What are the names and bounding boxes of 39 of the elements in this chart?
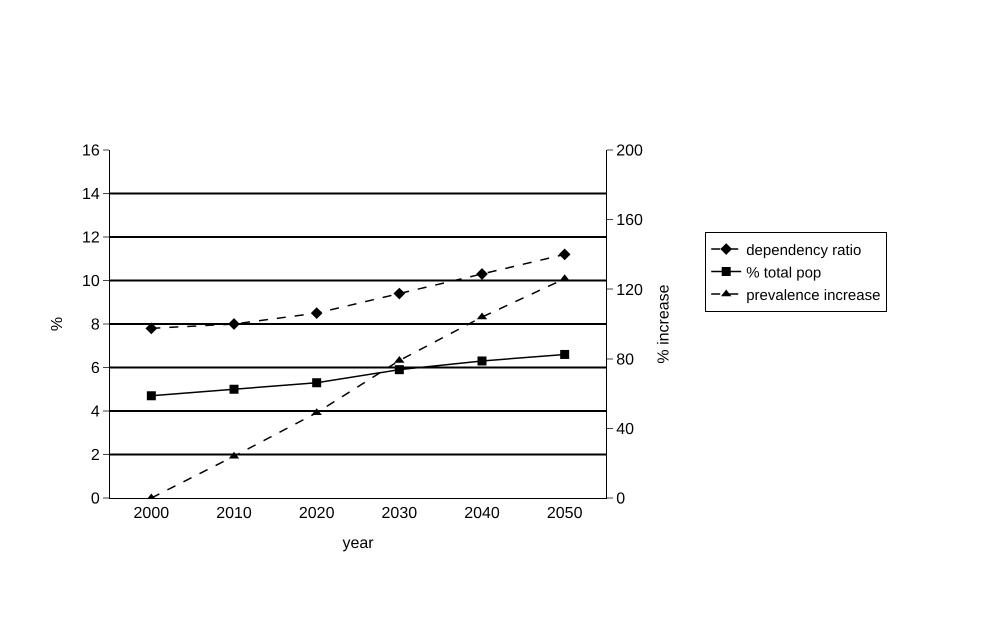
y2-tick-label: 40 [616, 421, 634, 438]
y-tick-label: 8 [90, 316, 100, 334]
y-tick-label: 10 [82, 273, 100, 290]
point [230, 384, 238, 394]
point [558, 248, 571, 260]
x-axis-title: year [342, 534, 374, 552]
x-tick-label: 2000 [134, 505, 170, 522]
y2-tick-label: 0 [616, 490, 626, 508]
y2-axis-title: % increase [656, 284, 673, 364]
y2-tick-label: 160 [616, 212, 643, 230]
legend-label: prevalence increase [746, 286, 880, 304]
x-tick-label: 2020 [298, 505, 335, 522]
y-tick-label: 16 [82, 142, 100, 160]
point [310, 307, 323, 319]
y2-tick-label: 120 [616, 282, 643, 299]
point [478, 356, 486, 366]
point [476, 268, 488, 280]
y-tick-label: 0 [90, 490, 100, 508]
x-tick-label: 2040 [464, 505, 500, 522]
point [145, 322, 158, 334]
y-tick-label: 14 [82, 186, 100, 204]
point [560, 350, 570, 359]
x-tick-label: 2030 [382, 505, 418, 522]
y-tick-label: 6 [90, 360, 100, 378]
point [394, 365, 404, 374]
point [393, 288, 406, 300]
x-tick-label: 2050 [546, 505, 583, 522]
y-tick-label: 2 [90, 447, 100, 464]
legend-label: % total pop [746, 264, 822, 282]
legend-label: dependency ratio [746, 242, 862, 259]
y2-tick-label: 200 [616, 142, 643, 160]
y2-tick-label: 80 [616, 351, 634, 368]
point [312, 378, 322, 388]
x-tick-label: 2010 [216, 505, 252, 522]
y-tick-label: 12 [82, 230, 100, 247]
point [146, 391, 156, 400]
y-tick-label: 4 [90, 404, 100, 421]
y-axis-title: % [48, 316, 66, 332]
point [228, 318, 240, 330]
